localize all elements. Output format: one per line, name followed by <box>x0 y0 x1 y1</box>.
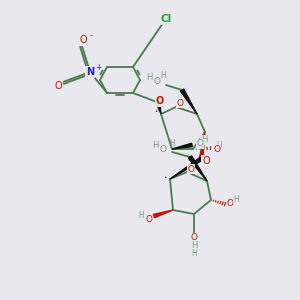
Text: O: O <box>202 156 210 166</box>
Text: O: O <box>226 199 233 208</box>
Polygon shape <box>199 132 205 159</box>
Text: H: H <box>160 71 166 80</box>
Polygon shape <box>188 156 207 181</box>
Text: H: H <box>201 136 207 145</box>
Text: H: H <box>146 74 152 82</box>
Text: •: • <box>154 110 158 115</box>
Text: N: N <box>86 67 94 77</box>
Text: O: O <box>202 156 210 166</box>
Text: H: H <box>191 248 197 257</box>
Text: H: H <box>233 194 239 203</box>
Polygon shape <box>154 210 173 218</box>
Text: O: O <box>79 35 87 45</box>
Text: H: H <box>138 212 144 220</box>
Text: H: H <box>152 142 158 151</box>
Text: O: O <box>146 215 152 224</box>
Text: O: O <box>196 140 203 148</box>
Text: O: O <box>154 77 160 86</box>
Text: •: • <box>163 176 167 181</box>
Polygon shape <box>172 143 192 149</box>
Text: H: H <box>191 242 197 250</box>
Text: O: O <box>176 98 184 107</box>
Text: O: O <box>176 98 184 107</box>
Text: O: O <box>214 145 220 154</box>
Polygon shape <box>156 103 161 114</box>
Polygon shape <box>170 158 202 179</box>
Text: +: + <box>95 64 101 73</box>
Text: H: H <box>216 142 222 151</box>
Text: O: O <box>160 145 167 154</box>
Polygon shape <box>180 89 197 114</box>
Text: H: H <box>169 139 175 148</box>
Text: O: O <box>188 164 194 173</box>
Text: -: - <box>90 32 93 40</box>
Text: O: O <box>156 96 164 106</box>
Text: Cl: Cl <box>160 14 172 24</box>
Text: O: O <box>54 81 62 91</box>
Text: O: O <box>190 233 197 242</box>
